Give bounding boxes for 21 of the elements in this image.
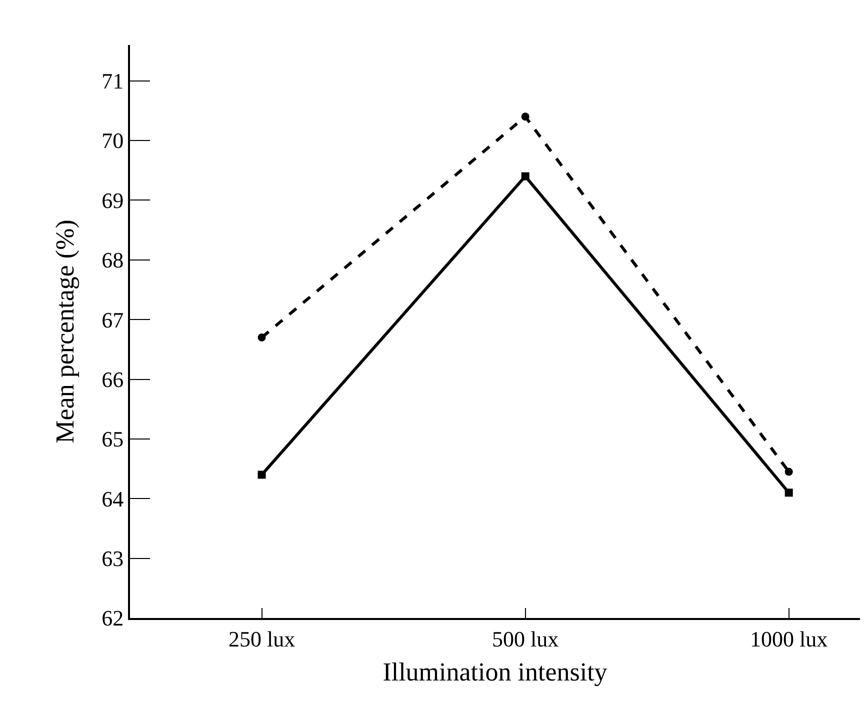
y-tick-label: 67	[102, 307, 124, 332]
point	[521, 112, 530, 121]
point	[784, 468, 793, 476]
point	[784, 488, 793, 497]
y-tick-label: 64	[102, 486, 124, 512]
point	[521, 172, 530, 180]
point	[258, 333, 266, 342]
x-tick-label: 250 lux	[228, 626, 296, 652]
y-tick-label: 63	[102, 546, 124, 572]
y-tick-label: 66	[102, 366, 124, 392]
x-axis-title: Illumination intensity	[382, 658, 608, 687]
y-tick-label: 68	[102, 248, 124, 273]
x-tick-label: 500 lux	[492, 626, 559, 652]
y-tick-label: 62	[102, 606, 124, 631]
x-tick-label: 1000 lux	[750, 626, 828, 652]
y-axis-title: Mean percentage (%)	[50, 220, 80, 444]
y-tick-label: 70	[102, 128, 124, 154]
y-tick-label: 69	[102, 188, 124, 213]
y-tick-label: 65	[102, 426, 124, 452]
point	[258, 470, 266, 479]
y-tick-label: 71	[102, 68, 124, 94]
